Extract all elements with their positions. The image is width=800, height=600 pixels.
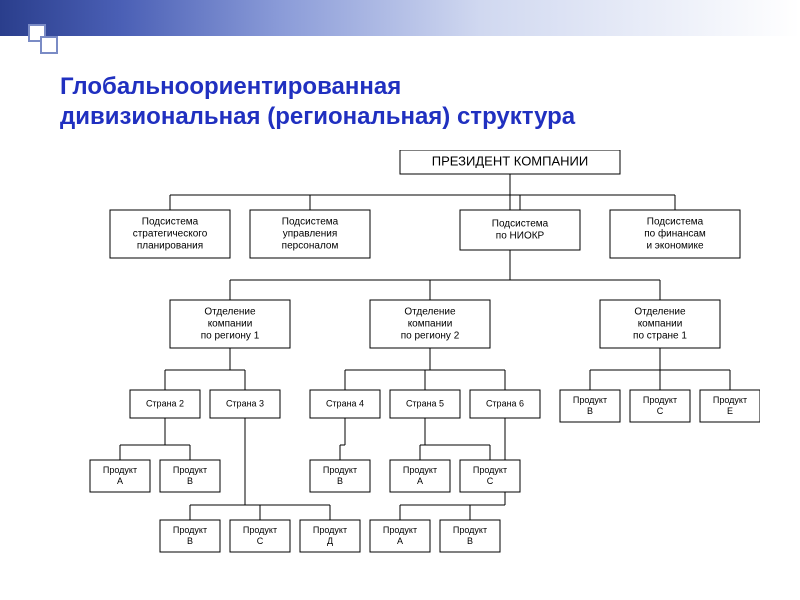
node-label-pC2-0: Продукт: [473, 465, 507, 475]
node-label-div3-2: по стране 1: [633, 331, 687, 342]
node-label-div2-2: по региону 2: [401, 331, 460, 342]
slide-header-bar: [0, 0, 800, 36]
node-label-pA2-1: А: [417, 476, 423, 486]
node-label-sub2-0: Подсистема: [282, 217, 339, 228]
slide-title: Глобальноориентированная дивизиональная …: [60, 72, 575, 132]
title-line-2: дивизиональная (региональная) структура: [60, 103, 575, 130]
node-label-sub3-0: Подсистема: [492, 219, 549, 230]
node-label-div2-0: Отделение: [404, 307, 456, 318]
node-label-sub4-0: Подсистема: [647, 217, 704, 228]
node-label-div1-0: Отделение: [204, 307, 256, 318]
node-label-pC3-1: С: [257, 536, 264, 546]
node-label-pA1-1: А: [117, 476, 123, 486]
node-label-pA3-1: А: [397, 536, 403, 546]
node-label-c5-0: Страна 5: [406, 398, 444, 408]
node-label-pC2-1: С: [487, 476, 494, 486]
node-label-pA3-0: Продукт: [383, 525, 417, 535]
node-label-sub1-1: стратегического: [133, 229, 208, 240]
node-label-c6-0: Страна 6: [486, 398, 524, 408]
node-label-pB4-0: Продукт: [453, 525, 487, 535]
node-label-div1-2: по региону 1: [201, 331, 260, 342]
node-label-sub4-1: по финансам: [644, 228, 706, 240]
org-chart: ПРЕЗИДЕНТ КОМПАНИИПодсистемастратегическ…: [40, 150, 760, 580]
node-label-sub3-1: по НИОКР: [496, 231, 545, 242]
node-label-pB-1: В: [587, 406, 593, 416]
node-label-c3-0: Страна 3: [226, 398, 264, 408]
node-label-pB3-1: В: [187, 536, 193, 546]
node-label-pD-0: Продукт: [313, 525, 347, 535]
accent-square-2: [40, 36, 58, 54]
node-label-pB1-1: В: [187, 476, 193, 486]
node-label-sub2-1: управления: [283, 229, 338, 240]
node-label-pC-0: Продукт: [643, 395, 677, 405]
node-label-sub2-2: персоналом: [282, 241, 339, 252]
node-label-c4-0: Страна 4: [326, 398, 364, 408]
node-label-div3-1: компании: [638, 319, 683, 330]
node-label-pA2-0: Продукт: [403, 465, 437, 475]
node-label-sub1-2: планирования: [137, 241, 203, 252]
node-label-pB3-0: Продукт: [173, 525, 207, 535]
node-label-div3-0: Отделение: [634, 307, 686, 318]
node-label-pC3-0: Продукт: [243, 525, 277, 535]
node-label-pB-0: Продукт: [573, 395, 607, 405]
title-line-1: Глобальноориентированная: [60, 73, 401, 100]
node-label-c2-0: Страна 2: [146, 398, 184, 408]
node-label-pB2-1: В: [337, 476, 343, 486]
node-label-div1-1: компании: [208, 319, 253, 330]
node-label-pE-0: Продукт: [713, 395, 747, 405]
node-label-pE-1: Е: [727, 406, 733, 416]
node-label-pA1-0: Продукт: [103, 465, 137, 475]
node-label-pC-1: С: [657, 406, 664, 416]
node-label-sub1-0: Подсистема: [142, 217, 199, 228]
node-label-div2-1: компании: [408, 319, 453, 330]
node-label-root-0: ПРЕЗИДЕНТ КОМПАНИИ: [432, 153, 588, 168]
node-label-pB2-0: Продукт: [323, 465, 357, 475]
node-label-pD-1: Д: [327, 536, 333, 546]
node-label-pB4-1: В: [467, 536, 473, 546]
node-label-sub4-2: и экономике: [646, 241, 704, 252]
node-label-pB1-0: Продукт: [173, 465, 207, 475]
